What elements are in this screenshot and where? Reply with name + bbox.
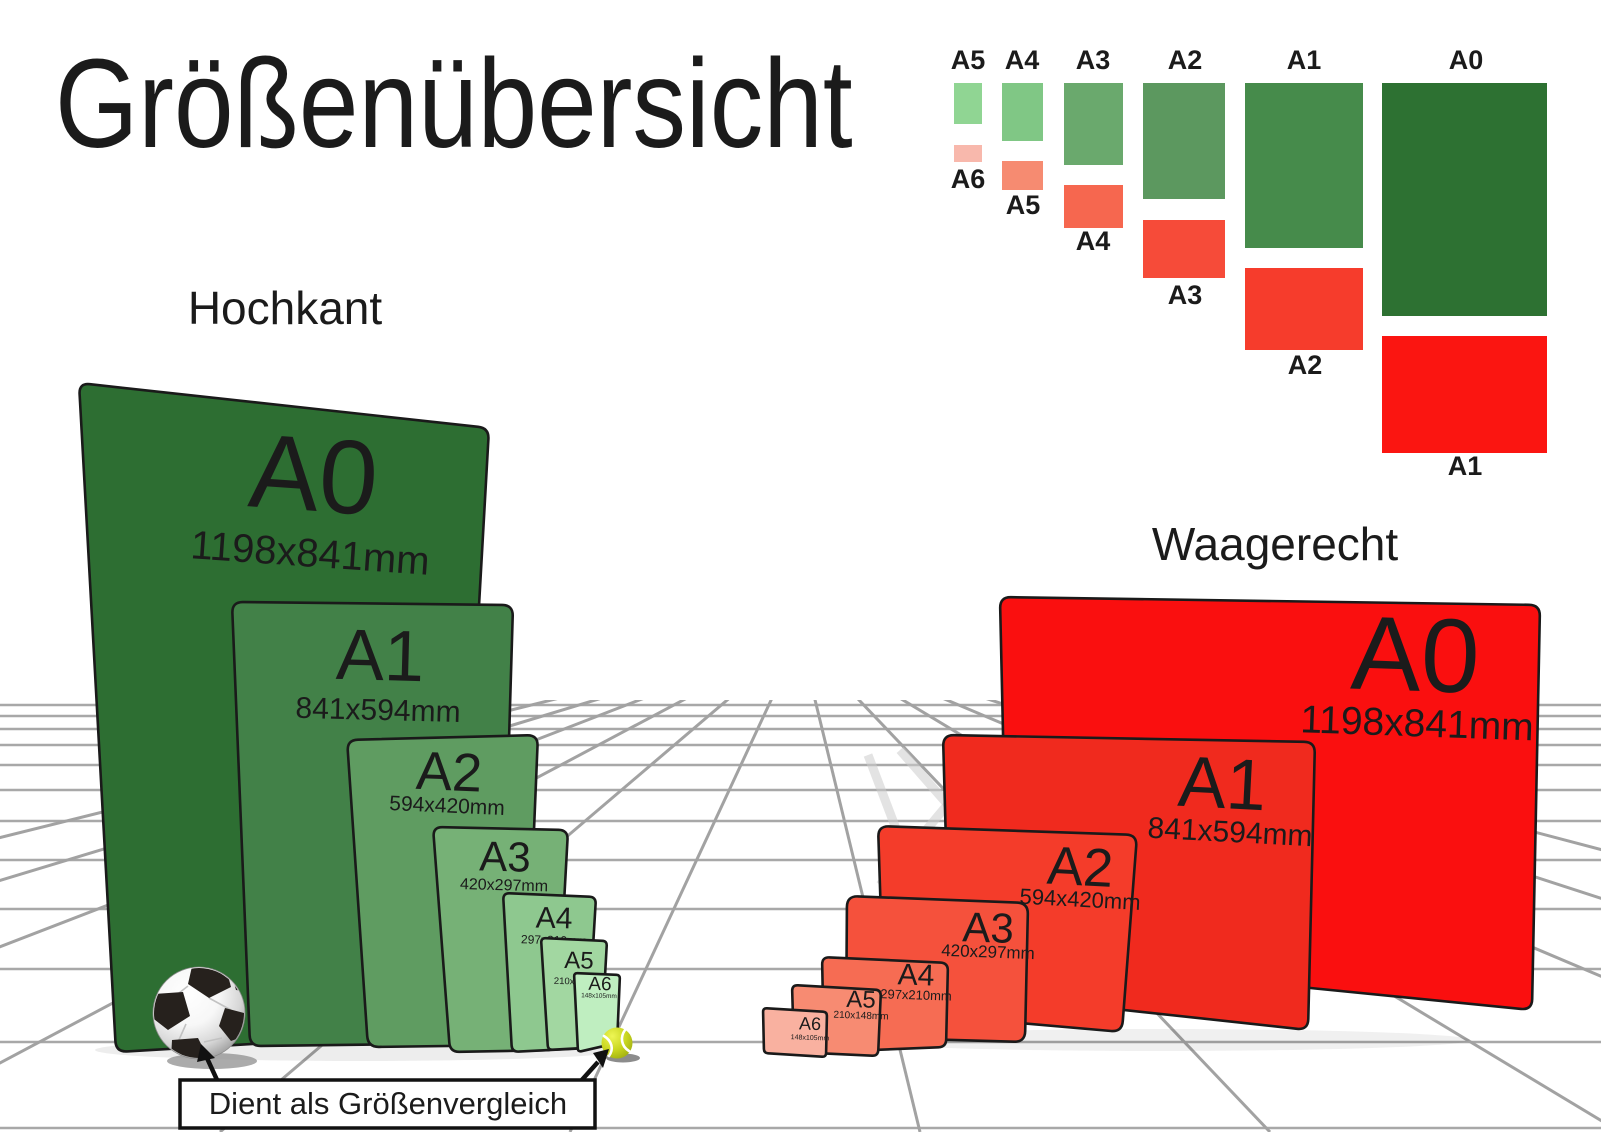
mini-green-swatch: [1245, 83, 1363, 248]
sheet-landscape-a5-dims: 210x148mm: [833, 1010, 888, 1023]
mini-green-swatch: [1143, 83, 1225, 199]
mini-top-label: A4: [1005, 45, 1040, 75]
caption-arrow-left-head: [197, 1044, 215, 1062]
sheet-portrait-a4-name: A4: [535, 901, 573, 935]
landscape-stack: A0 1198x841mm A1 841x594mm A2 594x420mm …: [761, 595, 1542, 1059]
caption-box: [178, 1078, 597, 1130]
mini-green-swatch: [1064, 83, 1123, 165]
sheet-portrait-a3-name: A3: [479, 832, 532, 880]
sheet-portrait-a6-name: A6: [588, 974, 612, 996]
sheet-landscape-a6: [761, 1006, 829, 1059]
sheet-landscape-a6-dims: 148x105mm: [791, 1034, 830, 1042]
mini-top-label: A1: [1287, 45, 1322, 75]
caption-text: Dient als Größenvergleich: [209, 1086, 567, 1121]
mini-green-swatch: [1002, 83, 1043, 141]
sheet-landscape-a2-name: A2: [1046, 836, 1115, 899]
mini-green-swatch: [1382, 83, 1547, 316]
caption: Dient als Größenvergleich: [178, 1044, 609, 1130]
mini-bottom-label: A3: [1168, 280, 1203, 310]
mini-red-swatch: [1245, 268, 1363, 350]
sheet-landscape-a0-dims: 1198x841mm: [1300, 698, 1535, 749]
section-label-portrait: Hochkant: [188, 282, 383, 334]
caption-arrow-left: [204, 1057, 221, 1083]
page-title: Größenübersicht: [55, 33, 853, 174]
mini-bottom-label: A1: [1448, 451, 1483, 481]
mini-red-swatch: [1382, 336, 1547, 453]
mini-red-swatch: [954, 145, 982, 162]
mini-top-label: A0: [1449, 45, 1484, 75]
sheet-landscape-a3-dims: 420x297mm: [941, 941, 1035, 963]
mini-bottom-label: A5: [1006, 190, 1041, 220]
sheet-portrait-a2-name: A2: [415, 741, 484, 804]
portrait-stack: A0 1198x841mm A1 841x594mm A2 594x420mm …: [78, 382, 622, 1054]
sheet-landscape-a0-name: A0: [1349, 595, 1481, 716]
mini-top-label: A3: [1076, 45, 1111, 75]
sheet-portrait-a0-name: A0: [245, 412, 381, 538]
mini-size-chart: A5 A6 A4 A5 A3 A4 A2 A3 A1 A2 A0 A1: [951, 45, 1547, 481]
sheet-portrait-a3-dims: 420x297mm: [460, 876, 548, 895]
mini-red-swatch: [1064, 185, 1123, 228]
mini-top-label: A5: [951, 45, 986, 75]
mini-green-swatch: [954, 83, 982, 124]
sheet-portrait-a6-dims: 148x105mm: [581, 992, 617, 1000]
sheet-landscape-a4-dims: 297x210mm: [880, 986, 952, 1003]
sheet-landscape-a6-name: A6: [799, 1013, 822, 1034]
sheet-landscape-a4-name: A4: [897, 958, 935, 992]
mini-red-swatch: [1143, 220, 1225, 278]
sheet-landscape-a5-name: A5: [846, 986, 876, 1014]
caption-arrow-right-head: [593, 1049, 609, 1068]
sheet-portrait-a2-dims: 594x420mm: [389, 792, 505, 820]
sheet-landscape-a3-name: A3: [962, 903, 1015, 952]
mini-bottom-label: A4: [1076, 226, 1111, 256]
sheet-landscape-a1-name: A1: [1176, 742, 1268, 827]
mini-top-label: A2: [1168, 45, 1203, 75]
mini-bottom-label: A2: [1288, 350, 1323, 380]
mini-red-swatch: [1002, 161, 1043, 190]
sheet-portrait-a1-name: A1: [335, 615, 425, 697]
mini-bottom-label: A6: [951, 164, 986, 194]
tennis-ball-icon: [601, 1027, 640, 1063]
sheet-portrait-a1-dims: 841x594mm: [295, 692, 461, 729]
sheet-portrait-a5-name: A5: [564, 947, 594, 975]
section-label-landscape: Waagerecht: [1152, 518, 1399, 570]
